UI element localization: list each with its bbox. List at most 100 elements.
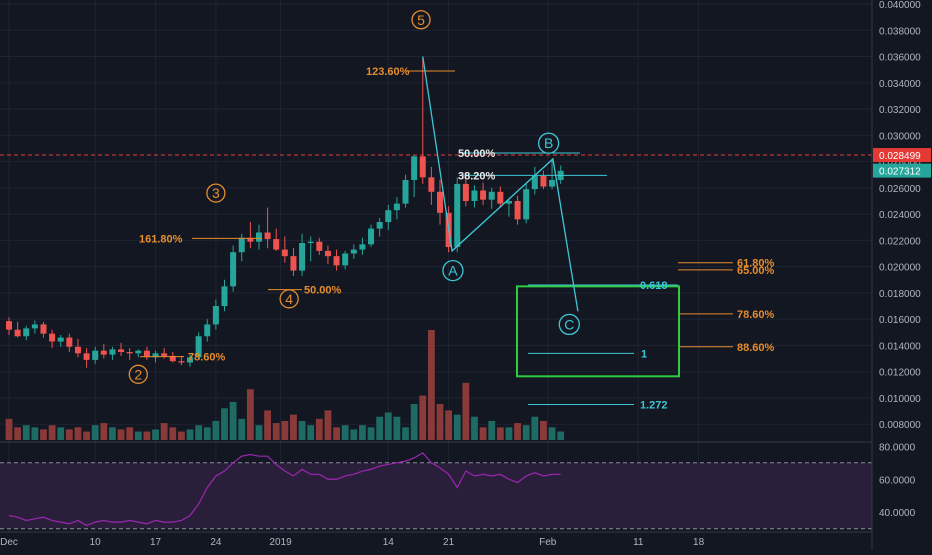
- rsi-tick-label: 80.0000: [879, 442, 916, 453]
- candle-body: [368, 228, 375, 245]
- candle-body: [66, 337, 73, 347]
- volume-bar: [212, 420, 220, 440]
- candle-body: [109, 349, 116, 355]
- volume-bar: [307, 425, 315, 440]
- volume-bar: [479, 427, 487, 440]
- volume-bar: [445, 410, 453, 440]
- volume-bar: [531, 416, 539, 440]
- target-zone-box: [516, 285, 680, 378]
- price-tick-label: 0.030000: [879, 131, 921, 142]
- volume-bar: [367, 427, 375, 440]
- candle-body: [316, 241, 323, 251]
- candle-body: [488, 191, 495, 200]
- volume-bar: [246, 389, 254, 440]
- candle-body: [178, 361, 185, 363]
- volume-bar: [290, 414, 297, 440]
- price-tick-label: 0.038000: [879, 26, 921, 37]
- price-marker-label: 0.027312: [879, 167, 921, 178]
- price-tick-label: 0.028000: [879, 158, 921, 169]
- wave-label: 4: [285, 291, 293, 307]
- candle-body: [471, 190, 478, 201]
- fib-label: 38.20%: [458, 170, 496, 182]
- projection-label: 1.272: [640, 400, 668, 412]
- volume-bar: [359, 425, 366, 440]
- candle-body: [523, 189, 530, 220]
- fib-label: 161.80%: [139, 233, 183, 245]
- candle-body: [57, 337, 64, 342]
- candle-body: [204, 324, 211, 337]
- volume-bar: [557, 431, 565, 440]
- volume-bar: [134, 431, 142, 440]
- volume-bar: [505, 427, 513, 440]
- volume-bar: [471, 416, 478, 440]
- candle-body: [281, 249, 288, 257]
- volume-bar: [315, 418, 323, 440]
- candle-body: [376, 222, 383, 229]
- volume-bar: [402, 427, 409, 440]
- candle-body: [161, 353, 168, 356]
- candle-body: [230, 252, 237, 287]
- volume-bar: [57, 427, 65, 440]
- rsi-band: [0, 462, 872, 529]
- price-tick-label: 0.008000: [879, 420, 921, 431]
- volume-bar: [488, 420, 496, 440]
- wave-label-circle: [442, 259, 464, 282]
- time-tick-label: 11: [633, 537, 644, 548]
- candle-body: [505, 200, 512, 204]
- volume-bar: [229, 401, 237, 440]
- candle-body: [299, 243, 306, 271]
- candle-body: [273, 239, 280, 250]
- volume-bar: [83, 431, 90, 440]
- volume-bar: [384, 412, 392, 440]
- candle-body: [247, 237, 254, 242]
- volume-bar: [169, 427, 177, 440]
- candle-body: [497, 191, 504, 204]
- candle-body: [454, 183, 461, 247]
- time-tick-label: 21: [443, 537, 455, 548]
- candle-body: [402, 179, 409, 204]
- volume-bar: [272, 423, 280, 440]
- volume-bar: [350, 429, 358, 440]
- volume-bar: [548, 427, 556, 440]
- candle-body: [126, 352, 133, 354]
- candle-body: [462, 183, 469, 201]
- wave-label-circle: [279, 289, 299, 309]
- price-tick-label: 0.034000: [879, 79, 921, 90]
- candle-body: [264, 232, 271, 240]
- price-tick-label: 0.022000: [879, 236, 921, 247]
- volume-bar: [221, 408, 228, 440]
- candle-body: [419, 156, 426, 178]
- volume-bar: [14, 427, 22, 440]
- price-tick-label: 0.018000: [879, 289, 921, 300]
- rsi-pane: [0, 441, 872, 530]
- wave-label-circle: [537, 132, 560, 154]
- price-tick-label: 0.040000: [879, 0, 921, 11]
- volume-bar: [100, 423, 108, 440]
- candle-body: [540, 176, 547, 187]
- fib-label: 88.60%: [737, 342, 775, 354]
- volume-bar: [255, 425, 263, 440]
- candle-body: [83, 353, 90, 360]
- volume-bar: [143, 431, 151, 440]
- volume-bar: [453, 414, 461, 440]
- volume-bar: [427, 330, 435, 440]
- candle-body: [187, 357, 194, 363]
- projection-label: 0.618: [640, 280, 668, 292]
- time-tick-label: 2019: [269, 537, 292, 548]
- drawing-tools[interactable]: 123.60% 161.80% 50.00% 78.60% 50.00% 38.20% 61…: [0, 10, 872, 412]
- volume-bar: [281, 420, 289, 440]
- candle-body: [100, 350, 107, 355]
- candle-body: [143, 350, 150, 358]
- volume-bar: [264, 410, 271, 440]
- price-tick-label: 0.020000: [879, 263, 921, 274]
- volume-bar: [31, 427, 39, 440]
- candle-body: [342, 253, 349, 266]
- volume-bar: [160, 423, 168, 440]
- wave-connector: [451, 158, 554, 252]
- candle-body: [195, 336, 202, 358]
- volume-bar: [117, 429, 125, 440]
- candle-body: [92, 350, 99, 360]
